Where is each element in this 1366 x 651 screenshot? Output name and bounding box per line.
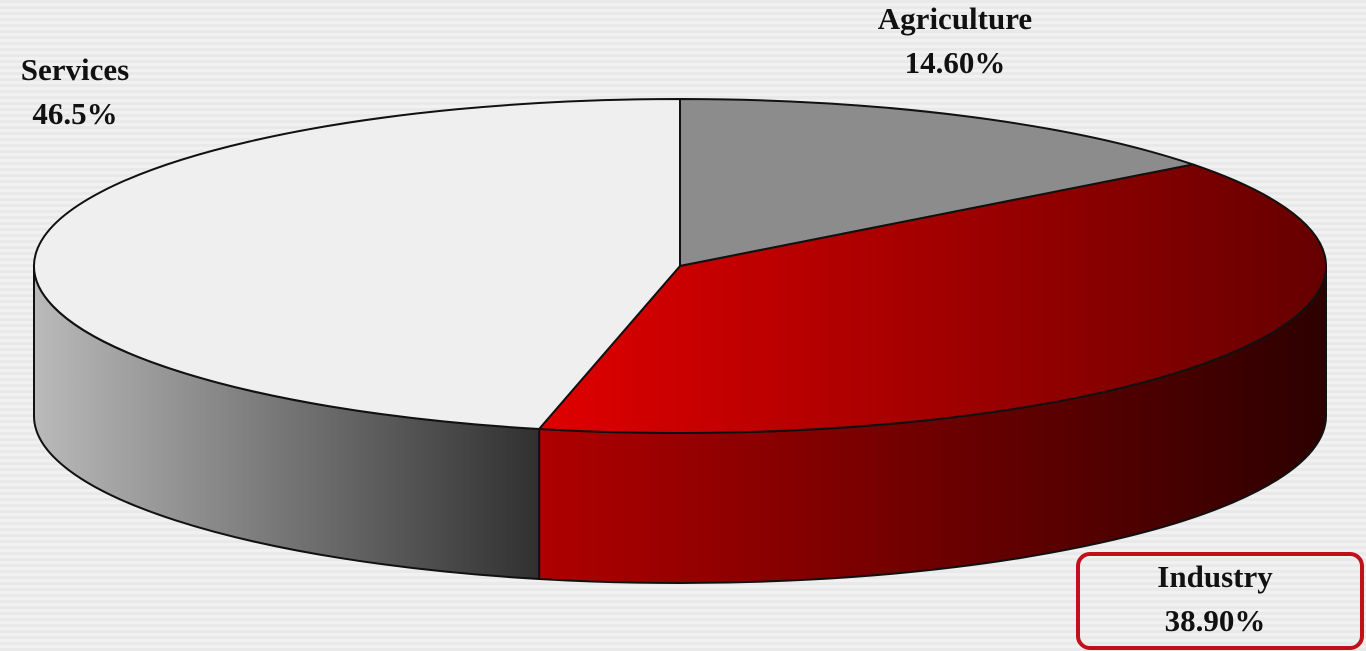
slice-value-label: 14.60% bbox=[905, 45, 1006, 80]
slice-label: Agriculture bbox=[878, 1, 1032, 36]
slice-value-label: 38.90% bbox=[1165, 603, 1266, 638]
slice-label: Services bbox=[21, 52, 129, 87]
highlight-box bbox=[1076, 552, 1364, 650]
slice bbox=[536, 163, 1327, 434]
slice-value-label: 46.5% bbox=[32, 96, 117, 131]
slice bbox=[679, 97, 1197, 268]
slice-label: Industry bbox=[1157, 559, 1273, 594]
slice bbox=[33, 97, 681, 431]
